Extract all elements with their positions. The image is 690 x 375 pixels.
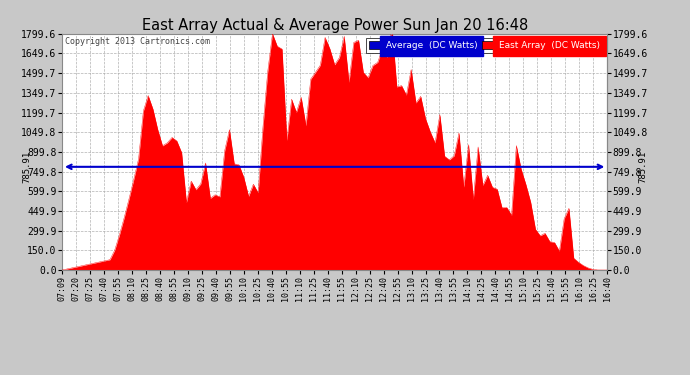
Text: 785.91: 785.91 <box>638 151 647 183</box>
Text: 785.91: 785.91 <box>22 151 31 183</box>
Text: Copyright 2013 Cartronics.com: Copyright 2013 Cartronics.com <box>65 37 210 46</box>
Title: East Array Actual & Average Power Sun Jan 20 16:48: East Array Actual & Average Power Sun Ja… <box>141 18 528 33</box>
Legend: Average  (DC Watts), East Array  (DC Watts): Average (DC Watts), East Array (DC Watts… <box>366 38 602 53</box>
